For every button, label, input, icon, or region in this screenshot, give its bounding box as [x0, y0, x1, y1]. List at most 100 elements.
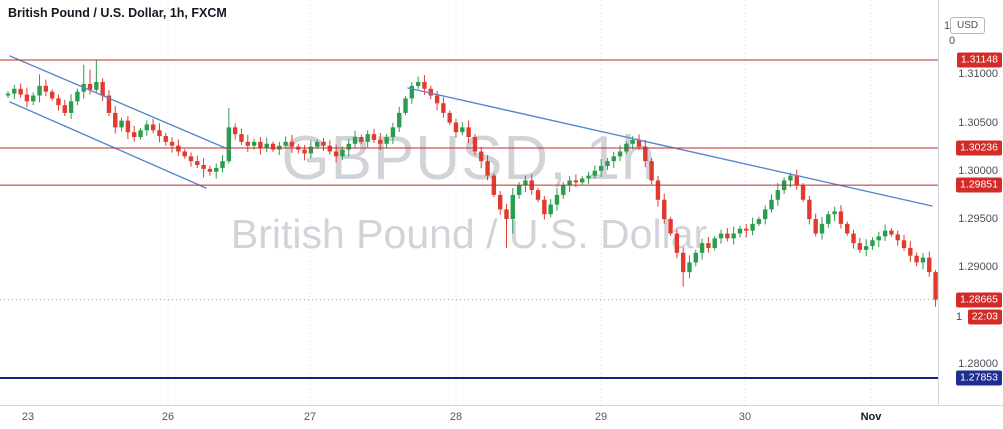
candle-body: [390, 127, 396, 138]
candle: [308, 140, 314, 159]
candle-body: [800, 185, 806, 200]
candle: [157, 123, 162, 143]
candle: [497, 191, 503, 215]
candle: [523, 175, 528, 193]
candle-body: [863, 246, 869, 250]
trend-line[interactable]: [407, 87, 933, 207]
candle-body: [706, 243, 711, 248]
candle: [169, 137, 175, 153]
candle: [81, 64, 86, 99]
candle: [119, 117, 124, 132]
candle: [643, 139, 648, 168]
candle-body: [453, 122, 459, 133]
candle: [504, 203, 509, 248]
candle-body: [819, 223, 825, 234]
candle: [100, 78, 105, 101]
candle: [359, 134, 364, 145]
candle-body: [239, 134, 244, 142]
candle-body: [927, 257, 932, 273]
candle-body: [813, 219, 818, 234]
candle: [485, 154, 490, 181]
candle-body: [441, 103, 446, 113]
chart-svg[interactable]: [0, 0, 938, 405]
candle-body: [807, 199, 812, 220]
candle-body: [321, 141, 326, 146]
trend-line[interactable]: [9, 55, 231, 151]
candle-body: [62, 105, 67, 113]
candle-body: [775, 190, 781, 200]
candle-body: [31, 95, 36, 102]
candle-body: [643, 146, 648, 162]
resistance-price-label: 1.30236: [956, 140, 1002, 156]
candle-body: [403, 98, 408, 113]
candle-body: [617, 151, 623, 157]
currency-toggle-button[interactable]: USD: [950, 17, 986, 34]
candle-body: [680, 252, 686, 273]
candle: [857, 237, 863, 254]
candle-body: [157, 130, 162, 137]
session-gridlines: [167, 0, 872, 405]
candle-body: [333, 151, 339, 157]
candlestick-series: [5, 60, 938, 307]
candle: [214, 163, 219, 179]
candle: [933, 269, 938, 307]
candle-body: [605, 161, 610, 166]
candle: [283, 136, 288, 149]
price-axis-label: 1.28000: [958, 357, 998, 370]
candle-body: [901, 240, 907, 248]
candle-body: [472, 137, 478, 152]
price-axis-label: 1.29000: [958, 261, 998, 274]
candle-body: [920, 257, 926, 263]
candle-body: [636, 139, 642, 147]
candle-body: [497, 194, 503, 210]
candle: [453, 118, 459, 138]
candle-body: [479, 151, 484, 162]
chart-pane[interactable]: GBPUSD, 1h British Pound / U.S. Dollar B…: [0, 0, 938, 405]
candle-body: [18, 88, 23, 95]
candle-body: [422, 82, 427, 89]
candle: [668, 216, 673, 236]
candle-body: [788, 175, 793, 181]
trend-line[interactable]: [9, 101, 207, 189]
candle-body: [365, 134, 370, 142]
candle-body: [188, 156, 194, 162]
candle: [18, 83, 23, 98]
candle: [706, 236, 711, 253]
candle-body: [352, 137, 358, 144]
price-axis[interactable]: 1 USD 0 1.31000 1.30500 1.30000 1.29500 1.29…: [938, 0, 1003, 405]
candle-body: [857, 243, 863, 250]
candle-body: [12, 88, 17, 94]
candle: [24, 87, 30, 108]
candle: [813, 213, 818, 237]
candle: [390, 122, 396, 144]
candle: [914, 252, 919, 267]
candle-body: [176, 145, 181, 152]
candle-body: [119, 120, 124, 128]
candle: [132, 126, 137, 142]
candle: [479, 146, 484, 169]
candle-body: [308, 146, 314, 154]
candle-body: [37, 85, 42, 96]
candle-body: [289, 141, 295, 147]
candle: [378, 132, 383, 150]
candle: [744, 224, 749, 238]
candle-body: [106, 95, 112, 113]
candle-body: [428, 88, 433, 96]
time-axis[interactable]: 23 26 27 28 29 30 Nov: [0, 405, 1003, 429]
candle-body: [43, 85, 49, 92]
candle: [68, 94, 74, 120]
candle: [775, 183, 781, 206]
candle-body: [226, 127, 232, 162]
candle-body: [826, 214, 831, 224]
time-axis-label: 30: [738, 411, 752, 423]
candle: [662, 193, 667, 224]
candle: [712, 236, 717, 251]
candle: [699, 238, 705, 260]
candle: [226, 108, 232, 164]
candle-body: [573, 180, 579, 183]
candle: [333, 144, 339, 163]
candle: [75, 88, 80, 106]
candle: [5, 91, 11, 98]
candle-body: [731, 233, 736, 239]
